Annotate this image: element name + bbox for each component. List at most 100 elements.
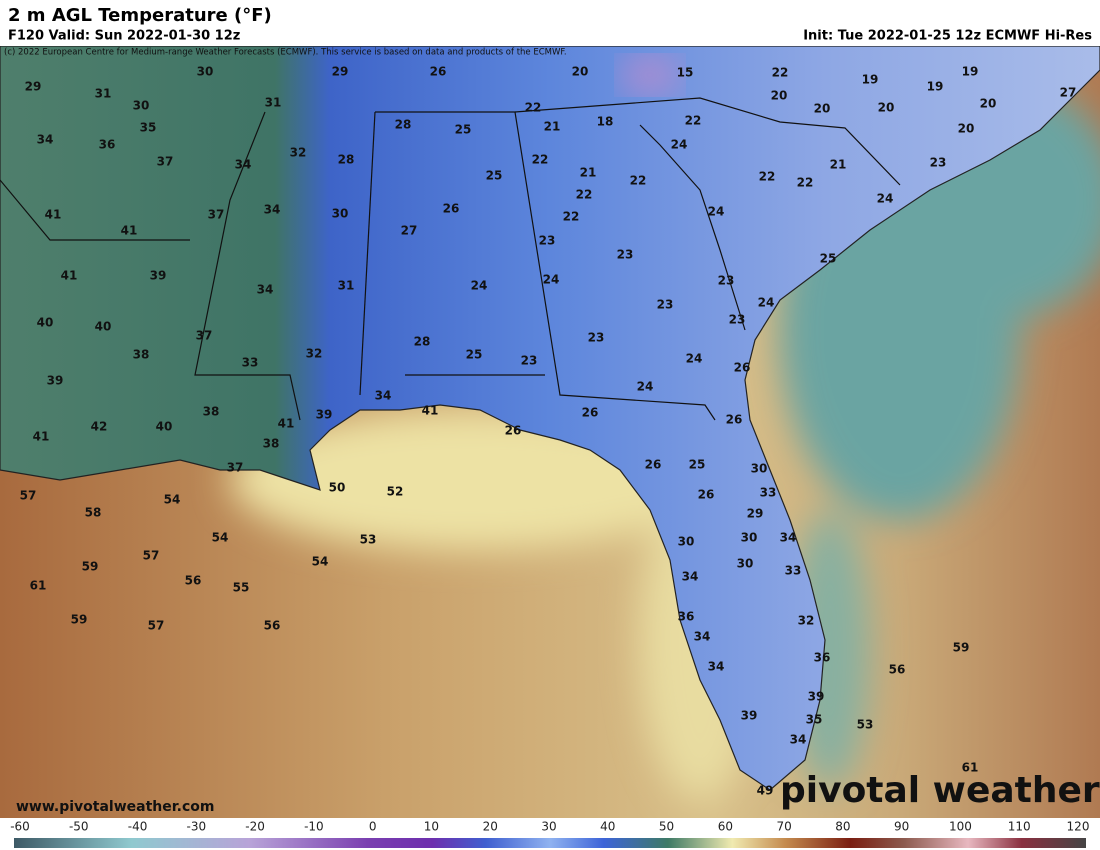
temp-label: 30 [737,557,754,571]
copyright: (c) 2022 European Centre for Medium-rang… [4,48,567,58]
temp-label: 23 [617,248,634,262]
temp-label: 27 [1060,86,1077,100]
temp-label: 25 [689,458,706,472]
colorbar-tick-label: 120 [1067,820,1090,834]
temp-label: 61 [962,761,979,775]
temp-label: 59 [71,613,88,627]
temp-label: 23 [588,331,605,345]
colorbar-tick-label: 50 [659,820,674,834]
logo: pivotal weather [780,770,1100,811]
temp-label: 19 [962,65,979,79]
temp-label: 31 [95,87,112,101]
temp-label: 28 [414,335,431,349]
temp-label: 24 [686,352,703,366]
header-bar [0,0,1100,46]
temp-label: 39 [316,408,333,422]
temp-label: 21 [580,166,597,180]
temp-label: 22 [563,210,580,224]
temp-label: 35 [806,713,823,727]
temp-label: 22 [630,174,647,188]
temp-label: 24 [637,380,654,394]
temp-label: 32 [306,347,323,361]
cold-spot [620,57,680,93]
temp-label: 25 [486,169,503,183]
website: www.pivotalweather.com [16,799,215,815]
colorbar-tick-label: -10 [304,820,324,834]
temp-label: 26 [726,413,743,427]
temp-label: 23 [657,298,674,312]
temp-label: 34 [708,660,725,674]
temp-label: 54 [164,493,181,507]
colorbar-tick-label: 60 [718,820,733,834]
temp-label: 22 [685,114,702,128]
temp-label: 39 [47,374,64,388]
temp-label: 54 [212,531,229,545]
colorbar-tick-label: -40 [128,820,148,834]
temp-label: 33 [760,486,777,500]
temp-label: 35 [140,121,157,135]
temp-label: 37 [227,461,244,475]
labels: 29 30 29 26 20 15 22 19 19 19 27 20 31 30 31 22 20 20 20 20… [20,65,1077,798]
temp-label: 56 [264,619,281,633]
temp-label: 49 [757,784,774,798]
temp-label: 41 [61,269,78,283]
temp-label: 25 [455,123,472,137]
temp-label: 24 [758,296,775,310]
temp-label: 52 [387,485,404,499]
temp-label: 39 [741,709,758,723]
temp-label: 30 [197,65,214,79]
temp-label: 22 [772,66,789,80]
temp-label: 22 [576,188,593,202]
temp-label: 18 [597,115,614,129]
temp-label: 23 [718,274,735,288]
temp-label: 20 [878,101,895,115]
temp-label: 21 [830,158,847,172]
temp-label: 33 [242,356,259,370]
temp-label: 24 [708,205,725,219]
temp-label: 21 [544,120,561,134]
colorbar-ticks: -60 -50 -40 -30 -20 -10 0 10 20 30 40 50 60 70 80 90 100… [10,820,1089,834]
temp-label: 57 [20,489,37,503]
temp-label: 37 [196,329,213,343]
temp-label: 40 [156,420,173,434]
temp-label: 57 [143,549,160,563]
temp-label: 22 [797,176,814,190]
temp-label: 29 [332,65,349,79]
temp-label: 25 [466,348,483,362]
temp-label: 36 [678,610,695,624]
temp-label: 50 [329,481,346,495]
temp-label: 26 [505,424,522,438]
temp-label: 56 [889,663,906,677]
temp-label: 36 [814,651,831,665]
valid-time: F120 Valid: Sun 2022-01-30 12z [8,29,240,44]
temp-label: 36 [99,138,116,152]
temp-label: 32 [798,614,815,628]
land [0,45,1100,791]
init-time: Init: Tue 2022-01-25 12z ECMWF Hi-Res [803,29,1092,44]
temp-label: 20 [572,65,589,79]
temp-label: 38 [263,437,280,451]
temp-label: 26 [698,488,715,502]
temp-label: 20 [771,89,788,103]
colorbar-tick-label: -20 [245,820,265,834]
temp-label: 30 [741,531,758,545]
colorbar-tick-label: 20 [483,820,498,834]
colorbar-tick-label: 10 [424,820,439,834]
temp-label: 24 [671,138,688,152]
temp-label: 38 [203,405,220,419]
temp-label: 26 [443,202,460,216]
temp-label: 34 [694,630,711,644]
temp-label: 59 [82,560,99,574]
temp-label: 34 [264,203,281,217]
state-borders [0,97,901,421]
temp-label: 27 [401,224,418,238]
temp-label: 55 [233,581,250,595]
title: 2 m AGL Temperature (°F) [8,5,272,26]
temp-label: 34 [257,283,274,297]
temp-label: 34 [375,389,392,403]
temp-label: 22 [759,170,776,184]
temp-label: 53 [857,718,874,732]
temp-label: 26 [582,406,599,420]
colorbar [14,838,1086,848]
